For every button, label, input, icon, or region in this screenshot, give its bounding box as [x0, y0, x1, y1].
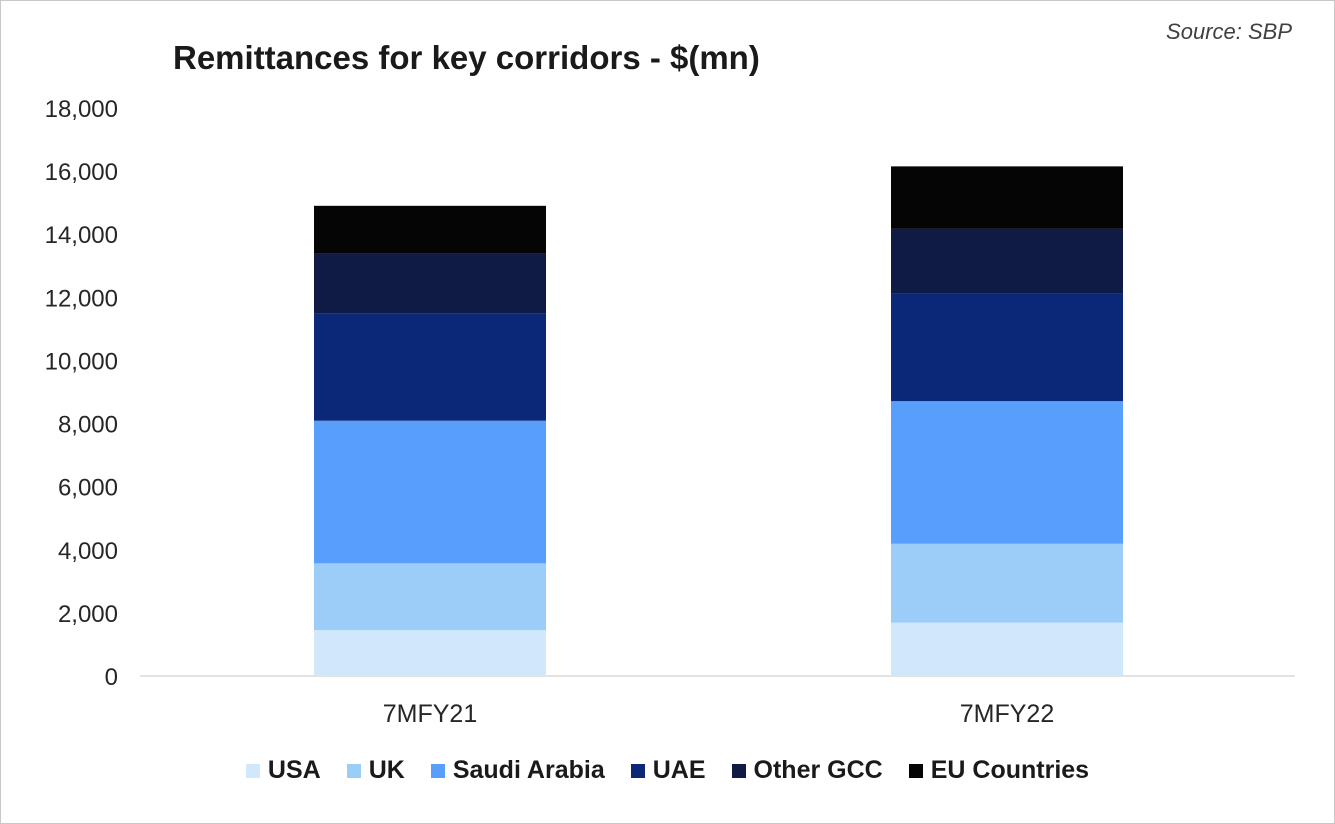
y-tick-label: 0	[105, 664, 118, 691]
bar-segment-saudi-arabia-7mfy21	[314, 420, 546, 564]
legend-item: UK	[346, 756, 405, 785]
y-tick-label: 12,000	[45, 285, 118, 312]
legend-swatch	[908, 763, 923, 778]
bar-segment-uae-7mfy21	[314, 313, 546, 421]
bar-segment-eu-countries-7mfy22	[891, 166, 1123, 229]
legend-swatch	[731, 763, 746, 778]
legend-swatch	[245, 763, 260, 778]
bar-segment-usa-7mfy22	[891, 622, 1123, 676]
bar-segment-uk-7mfy22	[891, 543, 1123, 623]
bar-segment-uk-7mfy21	[314, 563, 546, 631]
bar-segment-other-gcc-7mfy22	[891, 228, 1123, 294]
y-tick-label: 8,000	[58, 412, 118, 439]
y-tick-label: 6,000	[58, 475, 118, 502]
y-tick-label: 4,000	[58, 538, 118, 565]
y-tick-label: 16,000	[45, 159, 118, 186]
legend-swatch	[630, 763, 645, 778]
bar-segment-usa-7mfy21	[314, 630, 546, 676]
legend-label: UAE	[652, 756, 706, 784]
legend-swatch	[346, 763, 361, 778]
legend-item: Saudi Arabia	[430, 756, 605, 785]
legend-label: Saudi Arabia	[452, 756, 605, 784]
legend-label: EU Countries	[930, 756, 1090, 784]
legend-item: USA	[245, 756, 321, 785]
bar-segment-saudi-arabia-7mfy22	[891, 401, 1123, 544]
source-note: Source: SBP	[1166, 19, 1292, 44]
chart-legend: USA UK Saudi Arabia UAE Other GCC EU Countrie…	[0, 756, 1335, 785]
legend-label: Other GCC	[753, 756, 883, 784]
x-category-label: 7MFY22	[960, 700, 1054, 728]
legend-item: UAE	[630, 756, 706, 785]
y-tick-label: 10,000	[45, 348, 118, 375]
legend-label: USA	[267, 756, 321, 784]
legend-item: Other GCC	[731, 756, 883, 785]
y-tick-label: 14,000	[45, 222, 118, 249]
bar-segment-uae-7mfy22	[891, 293, 1123, 402]
legend-item: EU Countries	[908, 756, 1090, 785]
y-tick-label: 18,000	[45, 96, 118, 123]
legend-swatch	[430, 763, 445, 778]
chart-title: Remittances for key corridors - $(mn)	[173, 39, 760, 76]
bar-segment-eu-countries-7mfy21	[314, 205, 546, 254]
x-category-label: 7MFY21	[383, 700, 477, 728]
y-tick-label: 2,000	[58, 601, 118, 628]
legend-label: UK	[368, 756, 405, 784]
bar-segment-other-gcc-7mfy21	[314, 253, 546, 314]
